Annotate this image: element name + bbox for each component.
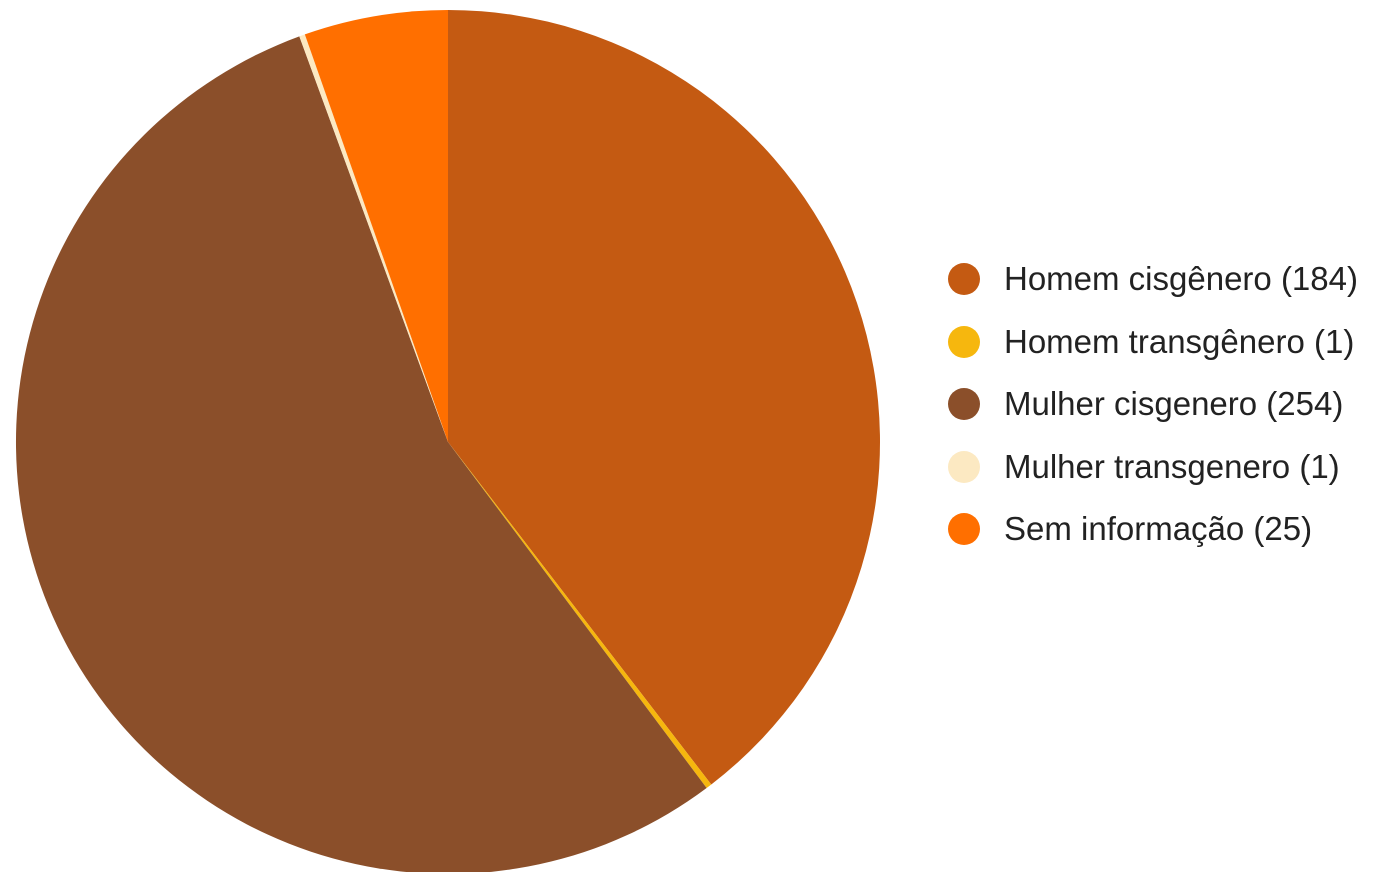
- legend-item-mulher-transgenero: Mulher transgenero (1): [948, 436, 1398, 499]
- legend-swatch-homem-cisgenero: [948, 263, 980, 296]
- legend-label-homem-transgenero: Homem transgênero (1): [1004, 322, 1355, 360]
- legend-label-mulher-cisgenero: Mulher cisgenero (254): [1004, 385, 1344, 423]
- pie-slice-homem-transgenero: [448, 442, 712, 789]
- legend-swatch-homem-transgenero: [948, 325, 980, 358]
- legend-swatch-mulher-transgenero: [948, 450, 980, 483]
- legend-label-sem-informacao: Sem informação (25): [1004, 510, 1313, 548]
- legend-item-sem-informacao: Sem informação (25): [948, 498, 1398, 561]
- legend-item-homem-cisgenero: Homem cisgênero (184): [948, 248, 1398, 311]
- legend-swatch-sem-informacao: [948, 513, 980, 546]
- legend-item-mulher-cisgenero: Mulher cisgenero (254): [948, 373, 1398, 436]
- legend-swatch-mulher-cisgenero: [948, 388, 980, 421]
- pie-slice-mulher-cisgenero: [16, 36, 707, 872]
- legend-label-homem-cisgenero: Homem cisgênero (184): [1004, 260, 1358, 298]
- legend-label-mulher-transgenero: Mulher transgenero (1): [1004, 447, 1340, 485]
- pie-slice-mulher-transgenero: [299, 34, 448, 442]
- pie-slice-sem-informacao: [304, 9, 448, 442]
- chart-legend: Homem cisgênero (184) Homem transgênero …: [948, 248, 1398, 561]
- pie-slice-homem-cisgenero: [448, 10, 881, 785]
- legend-item-homem-transgenero: Homem transgênero (1): [948, 311, 1398, 374]
